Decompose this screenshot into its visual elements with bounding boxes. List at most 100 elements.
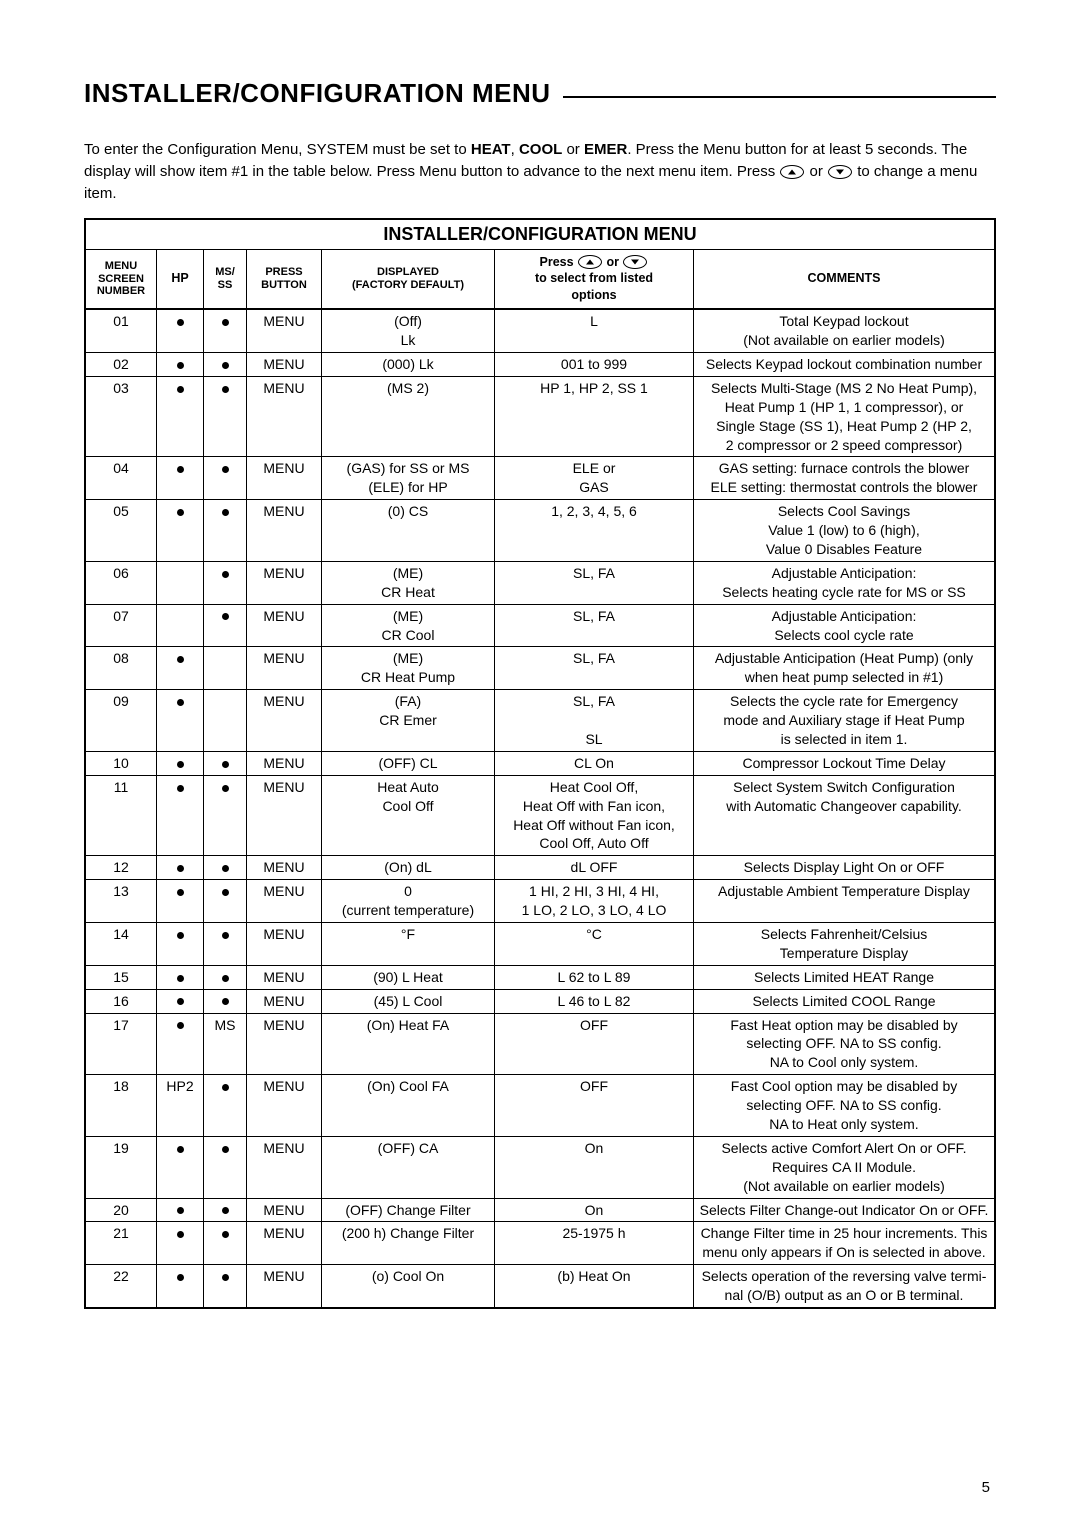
cell-button: MENU	[247, 352, 322, 376]
cell-comments: Fast Heat option may be disabled byselec…	[694, 1013, 996, 1075]
cell-hp	[157, 309, 204, 352]
cell-options: HP 1, HP 2, SS 1	[495, 376, 694, 457]
cell-options: SL, FASL	[495, 690, 694, 752]
cell-ss	[204, 1075, 247, 1137]
cell-options: L 62 to L 89	[495, 965, 694, 989]
cell-displayed: (Off)Lk	[322, 309, 495, 352]
cell-comments: Selects operation of the reversing valve…	[694, 1265, 996, 1308]
cell-ss	[204, 856, 247, 880]
table-row: 13MENU0(current temperature)1 HI, 2 HI, …	[85, 880, 995, 923]
table-row: 16MENU(45) L CoolL 46 to L 82Selects Lim…	[85, 989, 995, 1013]
cell-options: CL On	[495, 751, 694, 775]
cell-button: MENU	[247, 880, 322, 923]
cell-ss: MS	[204, 1013, 247, 1075]
cell-hp	[157, 561, 204, 604]
cell-ss	[204, 457, 247, 500]
cell-ss	[204, 690, 247, 752]
cell-comments: Selects the cycle rate for Emergencymode…	[694, 690, 996, 752]
cell-hp: HP2	[157, 1075, 204, 1137]
cell-options: dL OFF	[495, 856, 694, 880]
cell-button: MENU	[247, 751, 322, 775]
cell-comments: Selects Filter Change-out Indicator On o…	[694, 1198, 996, 1222]
cell-hp	[157, 751, 204, 775]
intro-mode-heat: HEAT	[471, 141, 511, 158]
table-row: 09MENU(FA)CR EmerSL, FASLSelects the cyc…	[85, 690, 995, 752]
page-title-row: INSTALLER/CONFIGURATION MENU	[84, 78, 996, 109]
cell-hp	[157, 1013, 204, 1075]
up-button-icon	[578, 255, 602, 269]
table-row: 08MENU(ME)CR Heat PumpSL, FAAdjustable A…	[85, 647, 995, 690]
cell-button: MENU	[247, 376, 322, 457]
cell-hp	[157, 1222, 204, 1265]
table-row: 10MENU(OFF) CLCL OnCompressor Lockout Ti…	[85, 751, 995, 775]
col-header-button: PRESSBUTTON	[247, 249, 322, 309]
cell-ss	[204, 1265, 247, 1308]
cell-button: MENU	[247, 1013, 322, 1075]
cell-options: SL, FA	[495, 561, 694, 604]
cell-hp	[157, 923, 204, 966]
table-row: 12MENU(On) dLdL OFFSelects Display Light…	[85, 856, 995, 880]
cell-button: MENU	[247, 690, 322, 752]
cell-number: 19	[85, 1136, 157, 1198]
cell-button: MENU	[247, 923, 322, 966]
cell-hp	[157, 647, 204, 690]
page-title: INSTALLER/CONFIGURATION MENU	[84, 78, 551, 109]
cell-number: 07	[85, 604, 157, 647]
cell-comments: Selects active Comfort Alert On or OFF.R…	[694, 1136, 996, 1198]
cell-options: OFF	[495, 1075, 694, 1137]
cell-comments: Selects Display Light On or OFF	[694, 856, 996, 880]
cell-ss	[204, 989, 247, 1013]
col-header-hp: HP	[157, 249, 204, 309]
cell-options: On	[495, 1136, 694, 1198]
col-header-number: MENUSCREENNUMBER	[85, 249, 157, 309]
cell-button: MENU	[247, 500, 322, 562]
cell-button: MENU	[247, 309, 322, 352]
cell-displayed: (ME)CR Cool	[322, 604, 495, 647]
cell-comments: Selects Keypad lockout combination numbe…	[694, 352, 996, 376]
cell-comments: Adjustable Anticipation:Selects heating …	[694, 561, 996, 604]
cell-options: 001 to 999	[495, 352, 694, 376]
cell-number: 16	[85, 989, 157, 1013]
cell-options: (b) Heat On	[495, 1265, 694, 1308]
table-row: 22MENU(o) Cool On(b) Heat OnSelects oper…	[85, 1265, 995, 1308]
cell-number: 15	[85, 965, 157, 989]
cell-displayed: (000) Lk	[322, 352, 495, 376]
col-header-comments: COMMENTS	[694, 249, 996, 309]
cell-options: °C	[495, 923, 694, 966]
cell-options: OFF	[495, 1013, 694, 1075]
cell-ss	[204, 647, 247, 690]
cell-hp	[157, 604, 204, 647]
cell-options: ELE orGAS	[495, 457, 694, 500]
title-rule	[563, 96, 996, 98]
cell-comments: Compressor Lockout Time Delay	[694, 751, 996, 775]
cell-ss	[204, 309, 247, 352]
cell-displayed: (90) L Heat	[322, 965, 495, 989]
cell-button: MENU	[247, 1222, 322, 1265]
cell-button: MENU	[247, 1265, 322, 1308]
table-row: 15MENU(90) L HeatL 62 to L 89Selects Lim…	[85, 965, 995, 989]
cell-ss	[204, 775, 247, 856]
cell-ss	[204, 1198, 247, 1222]
cell-options: SL, FA	[495, 604, 694, 647]
col-header-displayed: DISPLAYED(FACTORY DEFAULT)	[322, 249, 495, 309]
cell-displayed: (On) dL	[322, 856, 495, 880]
cell-ss	[204, 751, 247, 775]
table-row: 14MENU°F°CSelects Fahrenheit/CelsiusTemp…	[85, 923, 995, 966]
cell-displayed: (MS 2)	[322, 376, 495, 457]
cell-options: L 46 to L 82	[495, 989, 694, 1013]
cell-options: Heat Cool Off,Heat Off with Fan icon,Hea…	[495, 775, 694, 856]
table-row: 03MENU(MS 2)HP 1, HP 2, SS 1Selects Mult…	[85, 376, 995, 457]
cell-comments: GAS setting: furnace controls the blower…	[694, 457, 996, 500]
cell-comments: Selects Cool SavingsValue 1 (low) to 6 (…	[694, 500, 996, 562]
cell-number: 13	[85, 880, 157, 923]
table-row: 21MENU(200 h) Change Filter25-1975 hChan…	[85, 1222, 995, 1265]
cell-button: MENU	[247, 965, 322, 989]
table-title: INSTALLER/CONFIGURATION MENU	[85, 219, 995, 249]
table-row: 20MENU(OFF) Change FilterOnSelects Filte…	[85, 1198, 995, 1222]
intro-text: To enter the Configuration Menu, SYSTEM …	[84, 141, 471, 158]
cell-button: MENU	[247, 647, 322, 690]
table-row: 18HP2MENU(On) Cool FAOFFFast Cool option…	[85, 1075, 995, 1137]
cell-button: MENU	[247, 1136, 322, 1198]
cell-button: MENU	[247, 1075, 322, 1137]
cell-number: 02	[85, 352, 157, 376]
